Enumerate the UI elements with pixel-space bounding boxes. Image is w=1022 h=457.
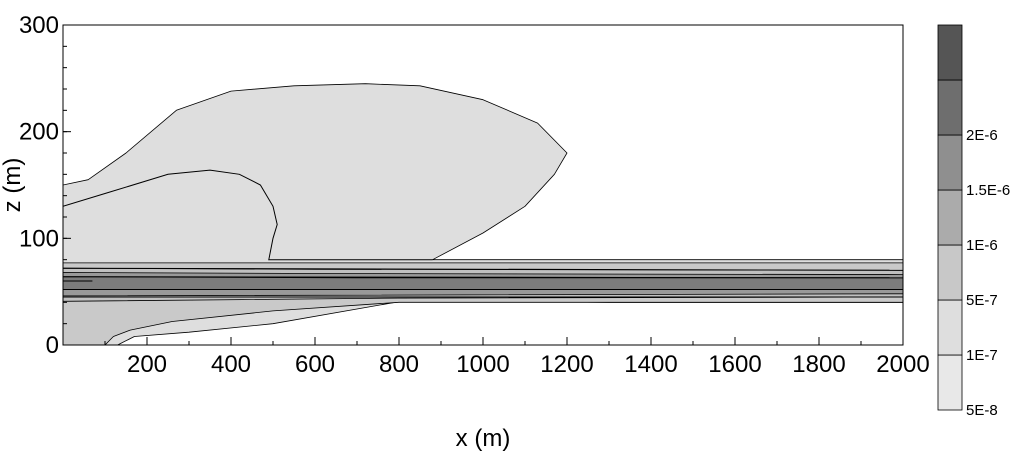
colorbar-label: 1.5E-6 — [966, 182, 1010, 199]
colorbar-swatch — [937, 79, 963, 136]
colorbar-label: 5E-8 — [966, 402, 998, 419]
contour-region-4 — [63, 276, 903, 290]
x-tick-label: 400 — [211, 351, 251, 378]
y-tick-label: 200 — [19, 119, 59, 146]
contour-lines — [63, 169, 903, 298]
colorbar-swatch — [937, 24, 963, 81]
x-tick-label: 1000 — [456, 351, 509, 378]
colorbar-swatch — [937, 354, 963, 411]
colorbar-swatch — [937, 244, 963, 301]
contour-line-4 — [63, 267, 903, 271]
contour-line-0 — [63, 169, 433, 261]
y-tick-label: 300 — [19, 12, 59, 39]
colorbar-swatch — [937, 134, 963, 191]
x-tick-label: 1200 — [540, 351, 593, 378]
y-axis-title: z (m) — [0, 158, 26, 213]
y-tick-label: 100 — [19, 225, 59, 252]
y-axis: 0 100 200 300 — [19, 12, 71, 359]
colorbar-label: 5E-7 — [966, 292, 998, 309]
colorbar-swatch — [937, 189, 963, 246]
colorbar-label: 2E-6 — [966, 127, 998, 144]
colorbar: 5E-8 1E-7 5E-7 1E-6 1.5E-6 2E-6 — [937, 24, 1010, 419]
colorbar-label: 1E-6 — [966, 237, 998, 254]
y-tick-label: 0 — [46, 332, 59, 359]
x-axis: 200 400 600 800 1000 1200 1400 1600 1800 2000 — [62, 337, 930, 378]
contour-line-1 — [63, 276, 903, 279]
x-axis-title: x (m) — [456, 425, 511, 452]
x-tick-label: 2000 — [876, 351, 929, 378]
filled-contour-regions — [63, 83, 903, 345]
x-tick-label: 1400 — [624, 351, 677, 378]
x-tick-label: 600 — [295, 351, 335, 378]
x-tick-label: 1600 — [708, 351, 761, 378]
x-tick-label: 1800 — [792, 351, 845, 378]
x-tick-label: 200 — [127, 351, 167, 378]
colorbar-swatch — [937, 299, 963, 356]
x-tick-label: 800 — [379, 351, 419, 378]
colorbar-label: 1E-7 — [966, 347, 998, 364]
